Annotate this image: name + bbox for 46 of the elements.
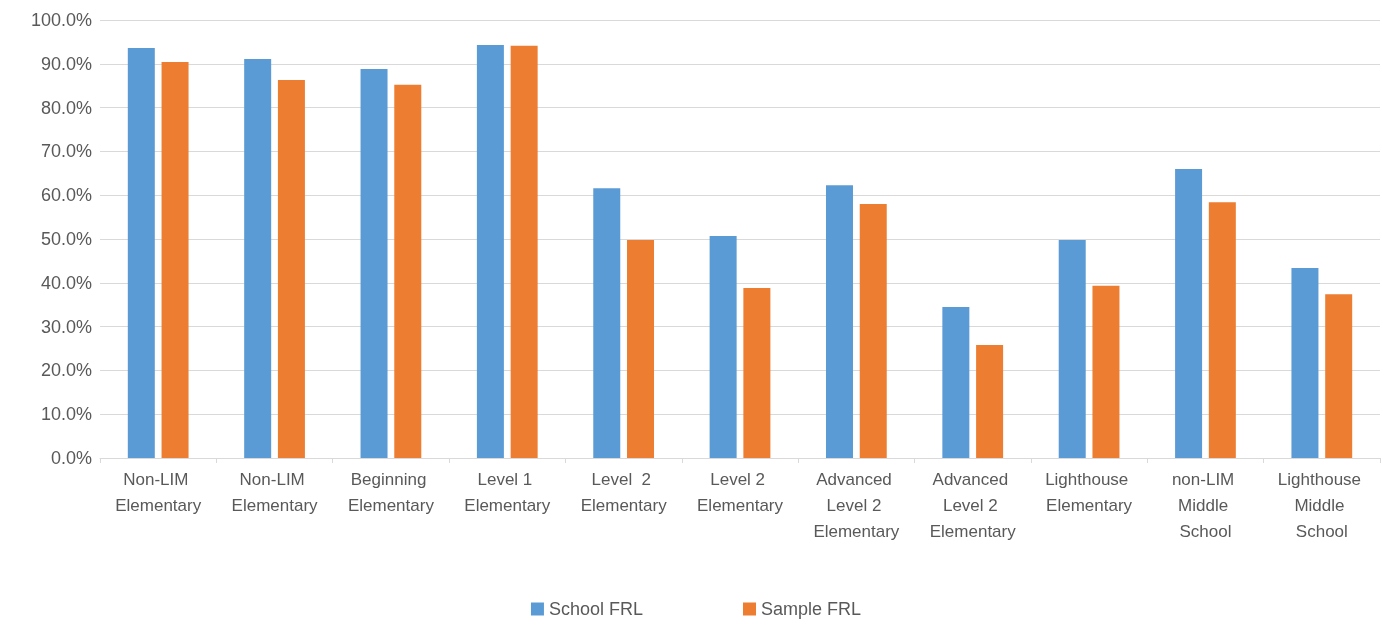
x-tick-label: Lighthouse Elementary [1045,469,1134,515]
y-tick-label: 90.0% [40,53,92,74]
y-tick-label: 40.0% [40,272,92,293]
y-tick-label: 70.0% [40,141,92,162]
x-tick-label: Level 2 Elementary [580,469,668,515]
bar [244,58,272,458]
y-tick-label: 10.0% [40,404,92,425]
bar [825,185,853,458]
y-tick-label: 60.0% [40,185,92,206]
bar [1058,239,1086,458]
x-tick-label: Non-LIM Elementary [231,469,319,515]
bar [360,69,388,458]
legend-label: Sample FRL [761,599,862,619]
bar [976,345,1004,458]
y-tick-label: 0.0% [50,448,92,468]
bar [277,80,305,458]
x-tick-label: Advanced Level 2 Elementary [929,469,1017,541]
bar [859,203,887,458]
y-tick-label: 100.0% [30,10,92,30]
y-tick-label: 50.0% [40,229,92,249]
y-tick-label: 80.0% [40,97,92,118]
y-tick-label: 30.0% [40,316,92,337]
bar [1092,285,1120,458]
x-tick-label: Level 1 Elementary [464,469,551,515]
x-tick-label: Beginning Elementary [347,469,435,515]
x-tick-label: Advanced Level 2 Elementary [813,469,900,541]
x-tick-label: non-LIM Middle School [1171,469,1239,541]
bar [709,235,737,458]
bar [161,62,189,458]
bar [942,306,970,458]
x-tick-label: Non-LIM Elementary [115,469,202,515]
bar [743,288,771,458]
y-tick-label: 20.0% [40,360,92,381]
bar [510,45,538,458]
bar [1208,202,1236,458]
bar [476,44,504,458]
bar [1325,294,1353,458]
bar [593,188,621,458]
bar [127,48,155,458]
bar [1291,267,1319,458]
bar [1175,168,1203,458]
bar [627,239,655,458]
x-tick-label: Lighthouse Middle School [1277,469,1366,541]
bar [394,84,422,458]
legend-label: School FRL [548,599,644,619]
x-tick-label: Level 2 Elementary [697,469,784,515]
